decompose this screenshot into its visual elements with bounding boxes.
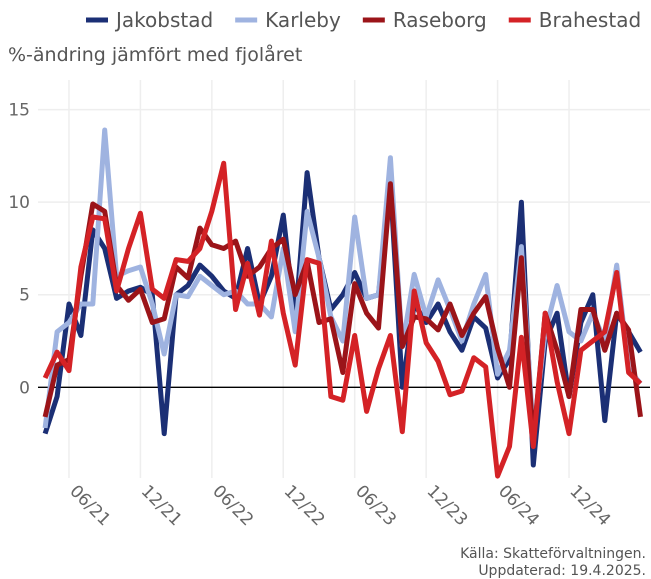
x-tick-label: 06/23 bbox=[351, 481, 400, 530]
y-tick-label: 10 bbox=[8, 193, 30, 213]
legend-label: Raseborg bbox=[393, 8, 487, 32]
x-tick-label: 12/22 bbox=[280, 481, 329, 530]
x-tick-label: 12/23 bbox=[423, 481, 472, 530]
source: Källa: Skatteförvaltningen. bbox=[460, 546, 646, 562]
x-tick-label: 12/24 bbox=[565, 481, 614, 530]
legend: Jakobstad Karleby Raseborg Brahestad bbox=[86, 8, 641, 32]
line bbox=[42, 160, 643, 479]
y-tick-label: 15 bbox=[8, 101, 30, 121]
x-tick-label: 06/22 bbox=[208, 481, 257, 530]
source: Uppdaterad: 19.4.2025. bbox=[478, 563, 646, 579]
x-tick-label: 06/24 bbox=[494, 481, 543, 530]
legend-label: Karleby bbox=[265, 8, 341, 32]
x-tick-label: 12/21 bbox=[137, 481, 186, 530]
legend-label: Brahestad bbox=[539, 8, 641, 32]
chart-subtitle: %-ändring jämfört med fjolåret bbox=[8, 43, 302, 66]
legend-label: Jakobstad bbox=[114, 8, 213, 32]
y-tick-label: 5 bbox=[19, 286, 30, 306]
y-tick-label: 0 bbox=[19, 378, 30, 398]
x-tick-label: 06/21 bbox=[65, 481, 114, 530]
